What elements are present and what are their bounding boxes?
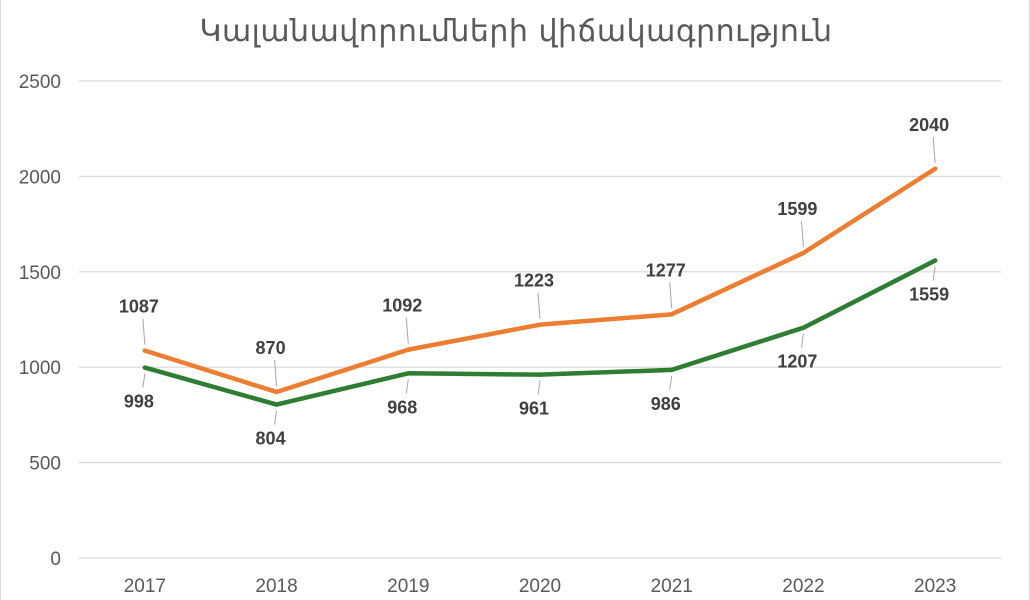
- label-leader: [142, 318, 146, 345]
- label-leader: [537, 380, 541, 395]
- series-lines: [142, 166, 938, 407]
- x-tick-label: 2020: [519, 576, 561, 597]
- x-tick-label: 2018: [255, 576, 297, 597]
- data-label: 1277: [646, 260, 686, 280]
- x-tick-label: 2019: [387, 576, 429, 597]
- label-leader: [274, 359, 278, 387]
- data-point: [406, 371, 411, 376]
- y-tick-label: 1000: [19, 358, 61, 379]
- y-tick-label: 500: [29, 454, 61, 475]
- data-label: 1599: [777, 199, 817, 219]
- y-tick-label: 2000: [19, 167, 61, 188]
- label-leader: [405, 317, 409, 344]
- data-point: [406, 347, 411, 352]
- data-point: [274, 389, 279, 395]
- label-leader: [932, 136, 936, 163]
- data-label: 804: [256, 429, 286, 449]
- y-tick-label: 2500: [19, 72, 61, 93]
- data-label: 1092: [382, 296, 422, 316]
- label-leader: [405, 379, 409, 394]
- data-point: [669, 312, 674, 317]
- data-labels: 1087 870 1092 1223 1277 1599 2040 998 804 968 961 9…: [119, 115, 949, 449]
- label-leader: [669, 282, 673, 309]
- data-point: [537, 322, 543, 327]
- data-point: [142, 365, 148, 370]
- data-point: [274, 402, 279, 407]
- label-leader: [800, 333, 804, 348]
- label-leader: [142, 373, 146, 388]
- label-leader: [274, 410, 278, 425]
- data-point: [669, 367, 674, 373]
- data-point: [932, 258, 938, 263]
- data-point: [801, 250, 806, 256]
- y-tick-label: 0: [50, 549, 61, 570]
- data-label: 1559: [909, 285, 949, 305]
- data-point: [142, 348, 148, 353]
- data-label: 1087: [119, 297, 159, 317]
- data-label: 1207: [777, 352, 817, 372]
- chart-title: Կալանավորումների վիճակագրություն: [199, 14, 833, 49]
- data-point: [801, 325, 806, 330]
- data-label: 968: [387, 397, 417, 417]
- gridlines: [79, 80, 1001, 559]
- y-tick-label: 1500: [19, 263, 61, 284]
- label-leader: [932, 266, 936, 281]
- label-leader: [537, 292, 541, 319]
- data-label: 961: [519, 399, 549, 419]
- data-label: 998: [124, 392, 154, 412]
- x-tick-label: 2023: [914, 576, 956, 597]
- data-point: [537, 372, 543, 377]
- label-leader: [800, 220, 804, 247]
- x-tick-label: 2017: [124, 576, 166, 597]
- y-axis-ticks: 0 500 1000 1500 2000 2500: [19, 72, 61, 570]
- data-point: [932, 166, 938, 171]
- x-tick-label: 2022: [782, 576, 824, 597]
- data-label: 2040: [909, 115, 949, 135]
- x-tick-label: 2021: [651, 576, 693, 597]
- data-label: 986: [651, 394, 681, 414]
- data-label: 1223: [514, 271, 554, 291]
- label-leader: [669, 375, 673, 390]
- data-label: 870: [256, 338, 286, 358]
- x-axis-ticks: 2017 2018 2019 2020 2021 2022 2023: [124, 576, 957, 597]
